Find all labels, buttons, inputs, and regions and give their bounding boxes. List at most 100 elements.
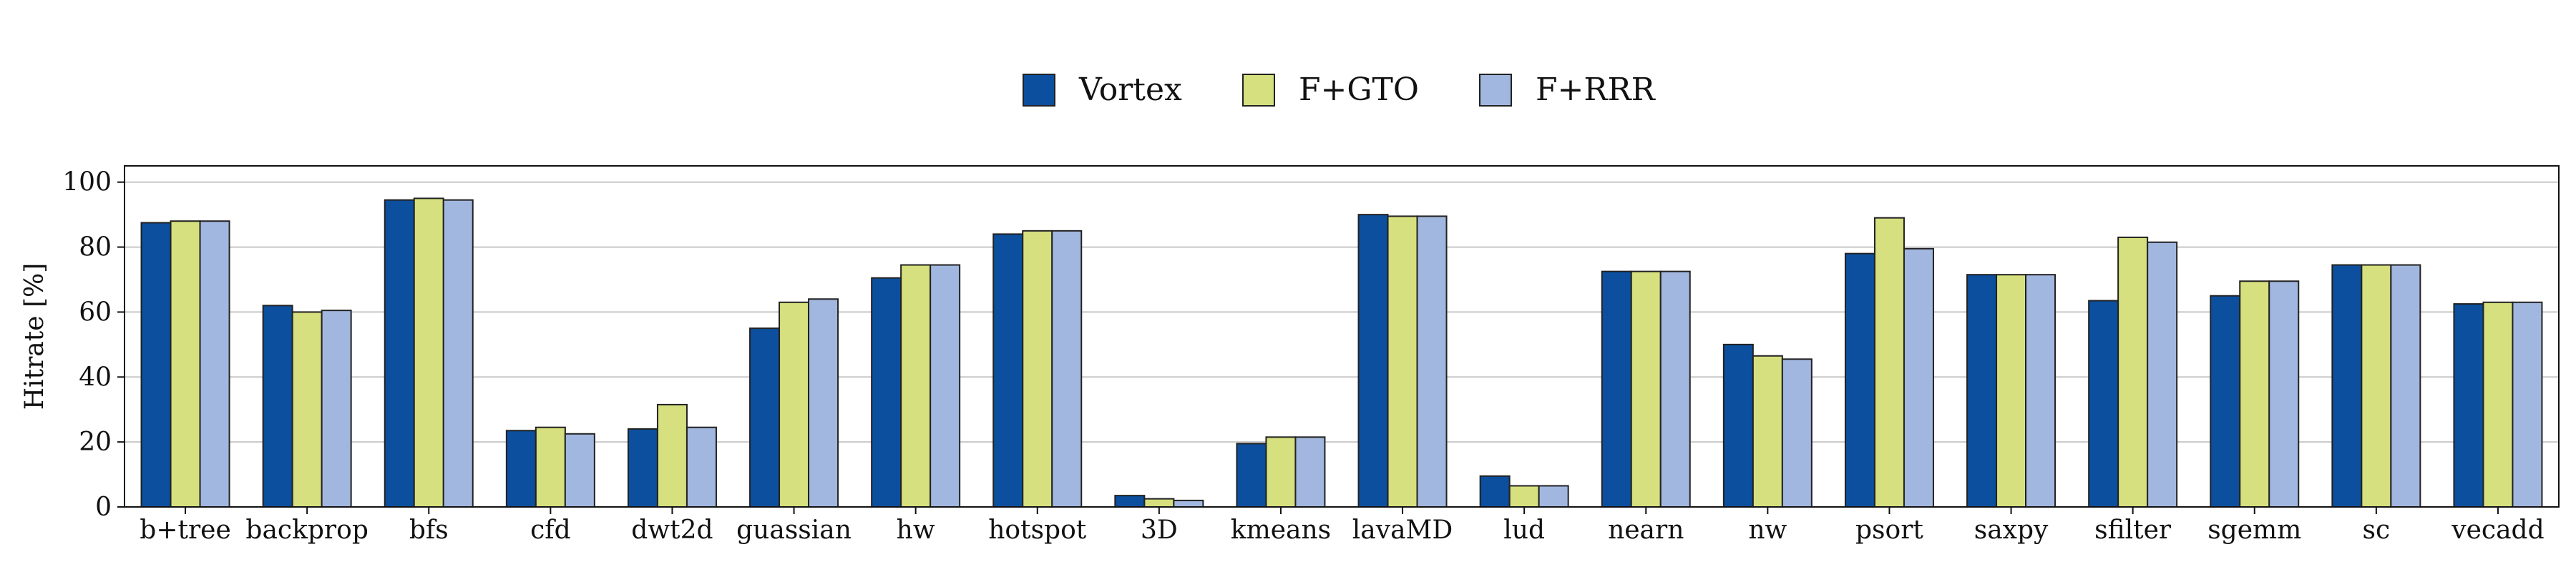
legend-swatch (1023, 74, 1055, 107)
bar-f-gto-lavamd (1387, 215, 1418, 508)
bar-f-gto-lud (1508, 485, 1540, 508)
bar-f-rrr-bfs (442, 199, 474, 508)
bar-f-rrr-sfilter (2147, 241, 2178, 508)
bar-vortex-bfs (384, 199, 415, 508)
bar-vortex-nearn (1601, 270, 1632, 508)
bar-vortex-nw (1722, 343, 1754, 508)
bar-f-gto-sgemm (2239, 280, 2270, 508)
x-tick-label: lavaMD (1352, 516, 1453, 545)
bar-f-rrr-cfd (564, 433, 595, 508)
y-tick-label: 40 (79, 363, 112, 392)
bar-vortex-lud (1479, 475, 1511, 508)
bar-f-gto-saxpy (1996, 274, 2027, 508)
bar-f-gto-nearn (1630, 270, 1662, 508)
bar-f-gto-sc (2361, 264, 2392, 508)
x-tick-label: psort (1855, 516, 1923, 545)
bar-f-gto-vecadd (2482, 301, 2514, 508)
bar-f-gto-3d (1143, 498, 1175, 508)
bar-f-gto-kmeans (1265, 436, 1297, 508)
legend-label: F+RRR (1536, 72, 1657, 108)
y-axis: 0 20 40 60 80 100 (62, 168, 125, 522)
y-tick-label: 0 (95, 493, 112, 522)
bar-vortex-cfd (505, 430, 537, 508)
x-axis: b+tree backprop bfs cfd dwt2d guassian hw hotsp… (140, 507, 2545, 545)
bar-f-rrr-nearn (1659, 270, 1691, 508)
x-tick-label: guassian (736, 516, 852, 545)
x-tick-label: backprop (245, 516, 368, 545)
x-tick-label: lud (1503, 516, 1545, 545)
x-tick-label: sgemm (2207, 516, 2301, 545)
bar-vortex-b-tree (140, 222, 172, 508)
x-tick-label: dwt2d (631, 516, 713, 545)
x-tick-label: nearn (1608, 516, 1684, 545)
y-tick-label: 60 (79, 297, 112, 327)
bar-f-rrr-sc (2390, 264, 2421, 508)
bar-f-rrr-saxpy (2025, 274, 2057, 508)
bar-vortex-sgemm (2210, 295, 2241, 508)
bar-f-gto-cfd (535, 426, 566, 508)
x-tick-label: vecadd (2451, 516, 2544, 545)
bar-f-rrr-sgemm (2268, 280, 2300, 508)
bar-vortex-sfilter (2088, 300, 2119, 508)
bar-f-gto-b-tree (170, 220, 201, 508)
x-tick-label: saxpy (1974, 516, 2049, 545)
y-tick-label: 20 (79, 428, 112, 457)
bar-f-gto-sfilter (2117, 236, 2149, 508)
y-tick-label: 80 (79, 233, 112, 262)
bar-f-rrr-guassian (808, 298, 839, 508)
bar-f-gto-hw (900, 264, 932, 508)
bar-f-gto-backprop (291, 311, 323, 508)
bar-vortex-kmeans (1236, 443, 1267, 508)
bar-f-gto-hotspot (1022, 230, 1053, 508)
bar-f-gto-nw (1752, 355, 1783, 508)
bar-vortex-psort (1844, 252, 1875, 508)
legend: Vortex F+GTO F+RRR (1023, 72, 1657, 108)
x-tick-label: cfd (530, 516, 571, 545)
bars (140, 197, 2543, 508)
legend-swatch (1242, 74, 1275, 107)
legend-label: F+GTO (1299, 72, 1419, 108)
bar-f-rrr-vecadd (2512, 301, 2543, 508)
x-tick-label: kmeans (1231, 516, 1331, 545)
x-tick-label: bfs (409, 516, 449, 545)
bar-vortex-vecadd (2453, 303, 2484, 508)
x-tick-label: 3D (1141, 516, 1178, 545)
bar-f-rrr-backprop (321, 310, 352, 508)
bar-vortex-dwt2d (627, 428, 658, 508)
x-tick-label: nw (1748, 516, 1787, 545)
bar-vortex-3d (1114, 495, 1146, 508)
gridlines (125, 181, 2559, 443)
bar-f-gto-dwt2d (656, 403, 688, 508)
bar-f-gto-psort (1873, 217, 1905, 508)
bar-vortex-hotspot (992, 233, 1024, 508)
bar-f-rrr-3d (1173, 499, 1204, 508)
bar-f-rrr-lud (1538, 485, 1569, 508)
x-tick-label: sc (2363, 516, 2391, 545)
x-tick-label: b+tree (140, 516, 231, 545)
bar-f-rrr-kmeans (1294, 436, 1326, 508)
y-axis-label: Hitrate [%] (20, 263, 49, 410)
bar-vortex-sc (2331, 264, 2363, 508)
bar-vortex-lavamd (1357, 214, 1389, 508)
bar-f-rrr-b-tree (199, 220, 230, 508)
plot-frame (124, 165, 2560, 508)
bar-vortex-saxpy (1966, 274, 1998, 508)
bar-f-rrr-lavamd (1416, 215, 1448, 508)
bar-f-rrr-dwt2d (686, 426, 717, 508)
bar-f-rrr-hotspot (1051, 230, 1083, 508)
legend-label: Vortex (1078, 72, 1182, 108)
bar-vortex-guassian (749, 327, 781, 508)
bar-f-gto-guassian (779, 301, 810, 508)
bar-vortex-backprop (262, 305, 293, 508)
bar-f-rrr-nw (1781, 358, 1813, 508)
bar-f-rrr-hw (930, 264, 961, 508)
x-tick-label: hotspot (988, 516, 1087, 545)
bar-f-gto-bfs (413, 197, 444, 508)
bar-f-rrr-psort (1903, 247, 1934, 508)
y-tick-label: 100 (62, 168, 112, 197)
legend-swatch (1479, 74, 1512, 107)
x-tick-label: sfilter (2094, 516, 2172, 545)
x-tick-label: hw (897, 516, 935, 545)
bar-vortex-hw (871, 277, 902, 508)
